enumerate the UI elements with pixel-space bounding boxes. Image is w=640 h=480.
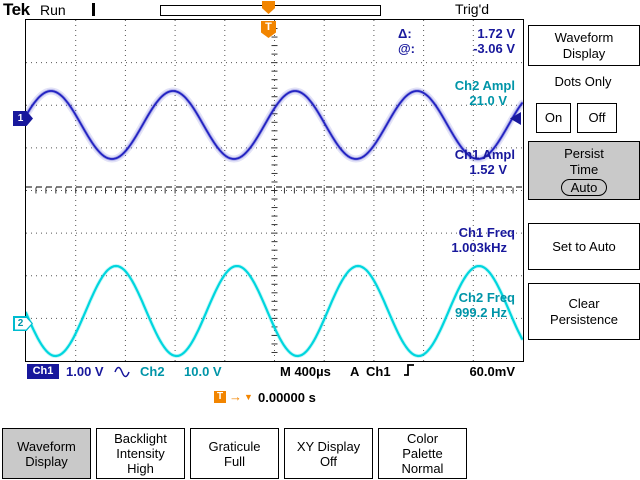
trigger-time-value: 0.00000 s [258,390,316,405]
bottom-menu-item-xy-display[interactable]: XY Display Off [284,428,373,479]
status-separator-icon [92,3,95,16]
cursor-at-label: @: [398,41,416,56]
ch1-freq-measurement: Ch1 Freq 1.003kHz [398,225,515,255]
cursor-at-value: -3.06 V [473,41,515,56]
ch2-ampl-measurement: Ch2 Ampl 21.0 V [398,78,515,108]
ch1-freq-label: Ch1 Freq [458,225,515,240]
side-menu-title-line1: Waveform [554,29,614,45]
acquisition-status: Run [40,2,66,18]
clear-label-line2: Persistence [550,311,618,327]
persist-label-line2: Time [569,161,599,177]
ch1-ampl-measurement: Ch1 Ampl 1.52 V [398,147,515,177]
softkey-label: Full [224,453,245,469]
softkey-label: Backlight [114,431,167,446]
bottom-menu: Waveform Display Backlight Intensity High Gra… [2,428,467,479]
trigger-level-readout: 60.0mV [469,364,515,379]
ch1-freq-value: 1.003kHz [451,240,507,255]
bottom-menu-item-color[interactable]: Color Palette Normal [378,428,467,479]
trigger-level-arrow-icon [510,112,521,125]
ch2-ampl-value: 21.0 V [469,93,507,108]
record-trigger-position-icon [262,1,275,14]
ch1-scale-badge: Ch1 [27,364,59,379]
ch1-coupling-sine-icon [114,366,130,378]
softkey-label: Intensity [116,446,165,461]
ch2-scale-label: Ch2 [140,364,165,379]
clear-persistence-button[interactable]: Clear Persistence [528,283,640,340]
cursor-delta-label: Δ: [398,26,412,41]
ch2-freq-value: 999.2 Hz [454,305,507,320]
trigger-mode-readout: A [350,364,360,379]
ch1-ampl-label: Ch1 Ampl [454,147,515,162]
ch1-scale-value: 1.00 V [66,364,104,379]
ch1-marker-shape [13,111,33,126]
ch2-scale-value: 10.0 V [184,364,222,379]
bottom-menu-item-graticule[interactable]: Graticule Full [190,428,279,479]
ch2-marker-fill [14,317,32,330]
softkey-label: Graticule [208,438,261,454]
cursor-delta-value: 1.72 V [477,26,515,41]
ch2-ground-marker: 2 [13,316,33,331]
dots-only-on-button[interactable]: On [536,103,571,133]
dots-only-label: Dots Only [554,74,612,89]
tek-logo: Tek [3,0,30,19]
softkey-label: Color [406,431,439,446]
graticule [25,19,524,362]
set-to-auto-label: Set to Auto [552,238,616,254]
side-menu-title: Waveform Display [528,25,640,66]
softkey-label: Display [25,453,68,469]
ch1-trace [26,90,523,160]
softkey-label: High [127,461,154,476]
trigger-position-flag: T [261,21,276,38]
bottom-menu-item-waveform[interactable]: Waveform Display [2,428,91,479]
ch2-trace [26,264,523,358]
ch2-freq-measurement: Ch2 Freq 999.2 Hz [398,290,515,320]
ch1-ampl-value: 1.52 V [469,162,507,177]
ch1-ground-marker: 1 [13,111,33,126]
timebase-readout: M 400µs [280,364,331,379]
bottom-menu-item-backlight[interactable]: Backlight Intensity High [96,428,185,479]
ch1-marker-label: 1 [17,113,24,124]
ch2-freq-label: Ch2 Freq [458,290,515,305]
trigger-time-t-icon: T [214,391,226,403]
trigger-source-readout: Ch1 [366,364,391,379]
set-to-auto-button[interactable]: Set to Auto [528,223,640,270]
softkey-label: Waveform [17,438,76,454]
persist-label-line1: Persist [564,145,604,161]
trigger-time-marker-icon: ▼ [244,392,253,402]
trigger-time-arrow-icon: → [229,389,242,404]
cursor-delta-readout: Δ: 1.72 V @: -3.06 V [398,26,515,56]
persist-time-button[interactable]: Persist Time Auto [528,141,640,200]
softkey-label: Normal [401,461,444,476]
softkey-label: Off [319,453,338,469]
waveform-plot [26,20,523,361]
clear-label-line1: Clear [568,295,600,311]
dots-only-off-button[interactable]: Off [577,103,617,133]
softkey-label: XY Display [296,438,361,454]
softkey-label: Palette [402,446,443,461]
rising-edge-icon [404,364,414,376]
trigger-status: Trig'd [455,1,490,17]
ch2-ampl-label: Ch2 Ampl [454,78,515,93]
side-menu-title-line2: Display [562,45,606,61]
persist-value-pill: Auto [560,178,608,196]
ch2-marker-label: 2 [17,318,24,329]
